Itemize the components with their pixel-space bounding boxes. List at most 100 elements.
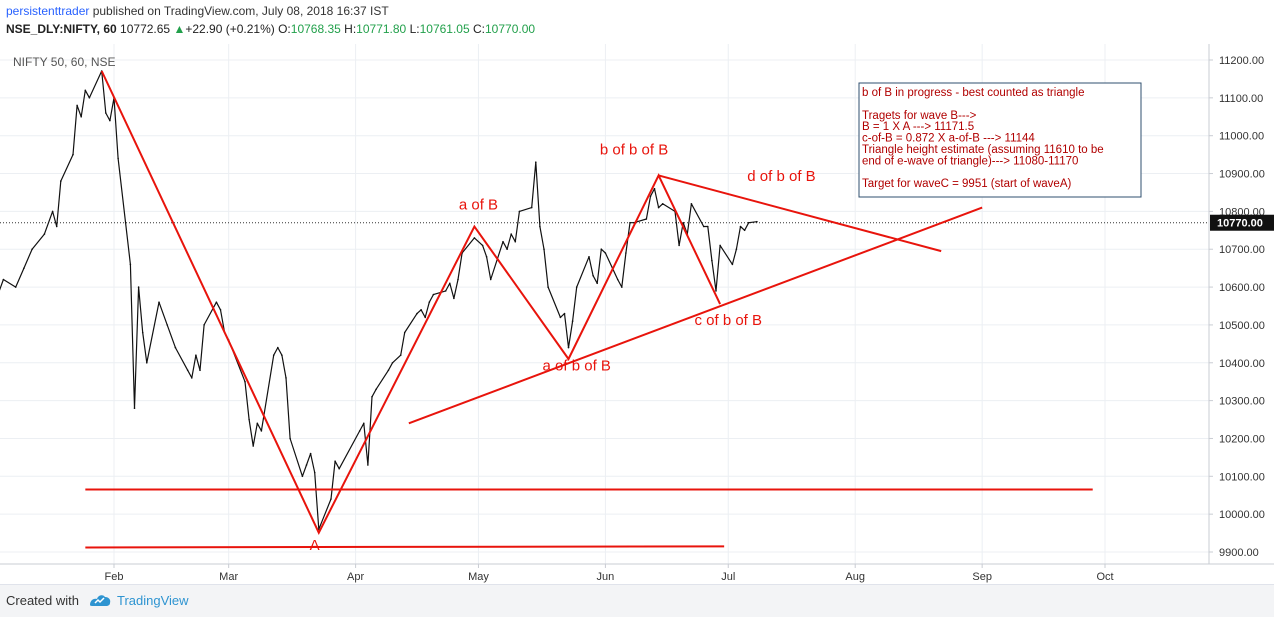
price-point [55, 225, 58, 228]
price-point [313, 471, 316, 474]
price-point [678, 244, 680, 247]
y-tick-label: 11100.00 [1219, 93, 1263, 105]
price-point [367, 464, 369, 466]
last-price-tag [1210, 214, 1274, 231]
price-point [31, 248, 33, 250]
close-value: 10770.00 [485, 22, 536, 36]
chart-title: NIFTY 50, 60, NSE [13, 55, 116, 69]
price-point [289, 437, 291, 440]
price-point [272, 354, 275, 357]
price-point [715, 290, 717, 292]
created-with-text: Created with [6, 593, 79, 608]
price-point [416, 312, 418, 315]
price-point [158, 301, 160, 304]
price-point [625, 252, 627, 254]
price-point [244, 380, 246, 383]
price-point [629, 221, 631, 224]
price-point [146, 362, 148, 364]
x-tick-label: Jun [597, 571, 615, 583]
price-point [489, 278, 492, 281]
price-point [571, 320, 574, 322]
x-tick-label: Apr [347, 571, 364, 583]
price-point [481, 244, 484, 247]
price-point [2, 278, 5, 281]
wave-label: b of b of B [600, 142, 668, 159]
price-point [195, 354, 197, 357]
price-point [657, 206, 660, 209]
open-value: 10768.35 [290, 22, 341, 36]
price-point [129, 263, 132, 266]
trend-line[interactable] [658, 174, 942, 253]
price-point [449, 282, 451, 285]
author-link[interactable]: persistenttrader [6, 4, 90, 18]
price-point [473, 237, 476, 239]
y-tick-label: 11000.00 [1219, 131, 1264, 143]
trend-line[interactable] [408, 206, 983, 425]
price-point [563, 312, 566, 315]
price-point [702, 225, 705, 228]
tradingview-logo-icon [90, 595, 111, 606]
price-point [432, 293, 435, 296]
symbol-name: NSE_DLY:NIFTY, 60 [6, 22, 117, 36]
wave-label: a of b of B [543, 357, 611, 374]
price-point [592, 274, 594, 277]
price-point [567, 346, 570, 349]
price-point [391, 362, 394, 364]
low-label: L: [409, 22, 420, 36]
y-tick-label: 9900.00 [1219, 547, 1259, 559]
price-point [399, 354, 402, 357]
price-chart[interactable]: 11200.0011100.0011000.0010900.0010800.00… [0, 44, 1274, 584]
high-label: H: [344, 22, 357, 36]
price-point [690, 203, 693, 205]
price-point [88, 97, 91, 99]
price-change: +22.90 (+0.21%) [185, 22, 275, 36]
footer: Created with TradingView [0, 584, 1274, 617]
price-point [719, 244, 721, 247]
x-tick-label: Mar [219, 571, 238, 583]
trend-line[interactable] [85, 545, 725, 549]
price-point [105, 112, 107, 114]
price-point [371, 396, 373, 398]
price-point [260, 430, 263, 432]
price-point [285, 377, 287, 379]
price-point [453, 297, 455, 300]
y-tick-label: 10400.00 [1219, 358, 1265, 370]
price-point [514, 240, 517, 243]
y-tick-label: 10500.00 [1219, 320, 1265, 332]
chart-area[interactable]: 11200.00 11100.00 11000.00 10900.00 10800.00… [0, 44, 1274, 584]
wave-count-line[interactable] [100, 70, 722, 535]
low-value: 10761.05 [419, 22, 470, 36]
price-point [403, 331, 406, 334]
price-point [174, 346, 177, 349]
price-point [682, 221, 684, 224]
close-label: C: [473, 22, 485, 36]
price-point [141, 331, 144, 334]
price-point [596, 282, 598, 285]
price-point [338, 467, 341, 470]
price-point [334, 460, 336, 463]
price-point [23, 267, 25, 269]
price-point [309, 452, 312, 455]
price-point [137, 286, 140, 288]
price-point [543, 248, 545, 250]
price-point [256, 422, 259, 425]
price-point [420, 309, 422, 311]
price-point [14, 286, 17, 288]
price-point [600, 248, 603, 250]
price-point [219, 309, 222, 311]
price-point [559, 316, 562, 319]
price-point [76, 104, 78, 107]
publish-line: persistenttrader published on TradingVie… [6, 4, 389, 18]
note-box[interactable] [858, 82, 1142, 198]
price-point [649, 195, 652, 197]
price-point [711, 259, 713, 262]
published-text: published on TradingView.com, July 08, 2… [89, 4, 389, 18]
chart-header: persistenttrader published on TradingVie… [0, 0, 1274, 44]
price-point [424, 316, 427, 319]
price-point [530, 206, 533, 209]
open-label: O: [278, 22, 291, 36]
x-tick-label: Jul [721, 571, 735, 583]
tradingview-brand-link[interactable]: TradingView [117, 593, 189, 608]
y-tick-label: 10900.00 [1219, 169, 1265, 181]
price-point [707, 225, 709, 228]
